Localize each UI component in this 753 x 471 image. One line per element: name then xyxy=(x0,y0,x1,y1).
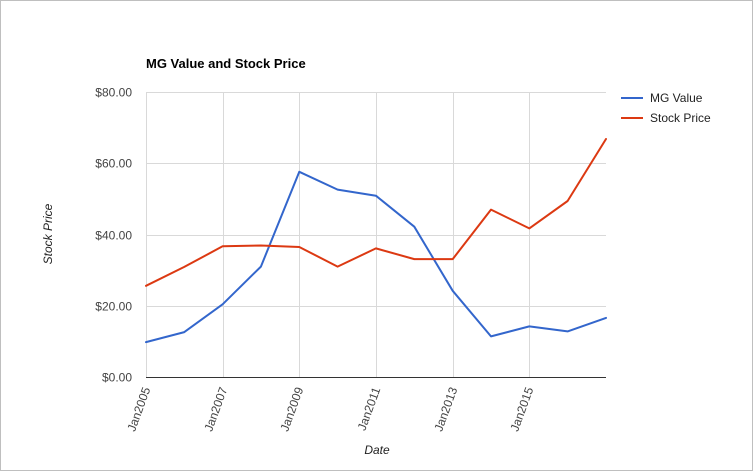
series-lines xyxy=(145,138,607,344)
y-axis-ticks: $0.00 $20.00 $40.00 $60.00 $80.00 xyxy=(95,86,132,385)
y-tick-label: $0.00 xyxy=(102,371,132,385)
legend: MG Value Stock Price xyxy=(621,91,711,125)
legend-label: Stock Price xyxy=(650,111,711,125)
y-axis-title: Stock Price xyxy=(41,203,55,264)
y-tick-label: $40.00 xyxy=(95,229,132,243)
series-line-mg-value xyxy=(145,170,607,344)
legend-label: MG Value xyxy=(650,91,703,105)
series-line-stock-price xyxy=(145,138,607,287)
x-axis-title: Date xyxy=(364,443,390,457)
y-tick-label: $60.00 xyxy=(95,157,132,171)
gridlines xyxy=(146,92,606,377)
y-tick-label: $20.00 xyxy=(95,300,132,314)
y-tick-label: $80.00 xyxy=(95,86,132,100)
chart-title: MG Value and Stock Price xyxy=(146,56,306,71)
